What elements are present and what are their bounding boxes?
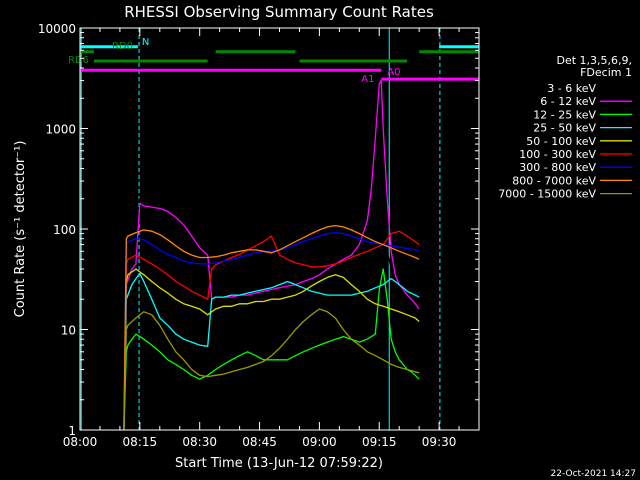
y-tick-label-4: 10000 [38,22,76,36]
x-tick-label-5: 09:15 [362,435,397,449]
state-label-rd6: RD6 [68,55,89,66]
state-label-a0: A0 [387,67,400,78]
y-tick-label-2: 100 [53,223,76,237]
series-line-7 [123,224,420,431]
x-tick-label-3: 08:45 [242,435,277,449]
legend-label-5: 100 - 300 keV [519,148,596,161]
series-line-6 [123,231,420,431]
y-tick-label-1: 10 [61,324,76,338]
footer-timestamp: 22-Oct-2021 14:27 [551,469,636,479]
chart-title: RHESSI Observing Summary Count Rates [124,3,434,21]
state-label-a1: A1 [361,74,374,85]
legend-label-1: 6 - 12 keV [540,95,596,108]
y-axis-label: Count Rate (s⁻¹ detector⁻¹) [13,141,28,318]
legend-header-0: Det 1,3,5,6,9, [556,54,632,67]
legend-label-0: 3 - 6 keV [547,82,596,95]
legend-label-2: 12 - 25 keV [533,108,596,121]
x-tick-label-1: 08:15 [123,435,158,449]
legend-header-1: FDecim 1 [580,66,632,79]
legend-label-8: 7000 - 15000 keV [498,188,596,201]
series-line-3 [123,272,420,431]
x-axis-label: Start Time (13-Jun-12 07:59:22) [175,456,383,471]
x-tick-label-0: 08:00 [63,435,98,449]
series-line-4 [123,268,420,431]
x-tick-label-6: 09:30 [422,435,457,449]
series-lines [123,79,420,431]
y-tick-label-3: 1000 [45,123,76,137]
x-tick-label-2: 08:30 [182,435,217,449]
state-label-n: N [142,37,149,48]
series-line-5 [123,230,420,431]
series-line-2 [123,268,420,431]
legend-label-6: 300 - 800 keV [519,161,596,174]
series-line-8 [123,308,420,431]
legend-label-7: 800 - 7000 keV [512,174,596,187]
legend-label-3: 25 - 50 keV [533,122,596,135]
state-bars: N RD0 RD6 A1 A0 [68,37,479,85]
legend-label-4: 50 - 100 keV [526,135,596,148]
x-tick-label-4: 09:00 [302,435,337,449]
y-tick-label-0: 1 [68,424,76,438]
state-label-rd0: RD0 [112,41,133,52]
series-line-1 [123,79,420,431]
axis-ticks: 08:00 08:15 08:30 08:45 09:00 09:15 09:30 1 10 10… [38,22,480,449]
